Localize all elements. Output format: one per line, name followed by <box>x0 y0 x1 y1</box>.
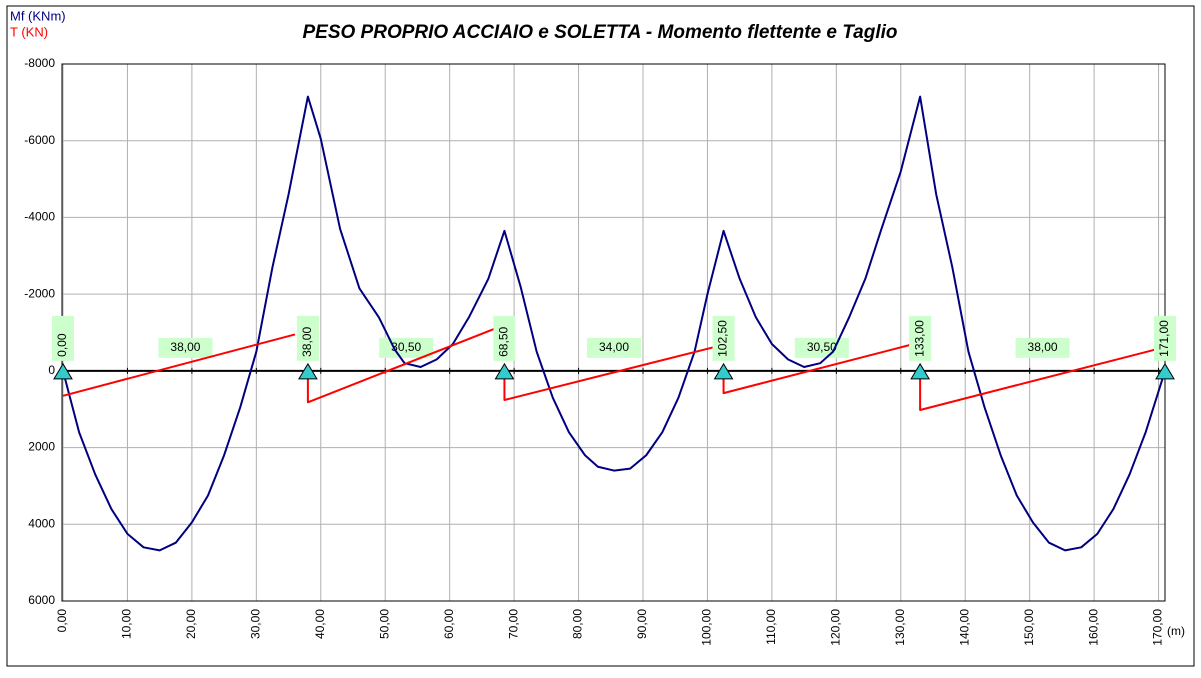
y-tick-label: 4000 <box>28 516 55 530</box>
x-tick-label: 30,00 <box>249 609 263 639</box>
span-label: 30,50 <box>391 340 421 354</box>
x-tick-label: 100,00 <box>700 609 714 646</box>
y-tick-label: -6000 <box>24 133 55 147</box>
x-tick-label: 20,00 <box>184 609 198 639</box>
support-label: 0,00 <box>55 333 69 357</box>
span-labels: 38,00 30,50 34,00 30,50 38,00 <box>158 337 1070 358</box>
series-line <box>62 327 1166 411</box>
support <box>298 362 318 380</box>
span-label-box <box>1015 337 1070 358</box>
support <box>494 362 515 380</box>
x-tick-label: 10,00 <box>120 609 134 639</box>
x-tick-label: 0,00 <box>55 609 69 633</box>
support-label-box <box>296 315 319 361</box>
span-label: 38,00 <box>1028 340 1058 354</box>
chart-title: PESO PROPRIO ACCIAIO e SOLETTA - Momento… <box>302 22 897 43</box>
span-label-box <box>158 337 213 358</box>
span-label-box <box>587 337 641 358</box>
x-tick-label: 160,00 <box>1086 609 1100 646</box>
x-tick-label: 80,00 <box>571 609 585 639</box>
span-label-box <box>794 337 849 358</box>
x-tick-label: 120,00 <box>829 609 843 646</box>
span-label: 38,00 <box>170 340 200 354</box>
span-label: 30,50 <box>807 340 837 354</box>
x-tick-label: 90,00 <box>635 609 649 639</box>
x-tick-label: 60,00 <box>442 609 456 639</box>
x-tick-label: 140,00 <box>957 609 971 646</box>
support-label-box <box>493 315 516 361</box>
legend-entry: Mf (KNm) <box>10 8 66 23</box>
x-tick-label: 40,00 <box>313 609 327 639</box>
support-label-box <box>712 315 735 361</box>
support <box>713 362 734 380</box>
x-tick-label: 70,00 <box>506 609 520 639</box>
chart-border <box>6 5 1195 667</box>
x-tick-label: 50,00 <box>377 609 391 639</box>
x-axis-label: (m) <box>1167 624 1185 638</box>
x-tick-label: 130,00 <box>893 609 907 646</box>
support <box>53 362 73 380</box>
x-tick-label: 110,00 <box>764 609 778 645</box>
support-label: 68,50 <box>497 327 511 357</box>
support-label-box <box>1154 315 1176 361</box>
support <box>1155 362 1175 380</box>
support-label: 133,00 <box>912 320 926 357</box>
legend-entry: T (KN) <box>10 24 48 39</box>
support-label-box <box>52 315 74 361</box>
y-tick-label: 2000 <box>28 440 55 454</box>
x-tick-label: 150,00 <box>1022 609 1036 646</box>
support-label: 102,50 <box>716 320 730 357</box>
y-tick-label: 6000 <box>28 593 55 607</box>
support-label: 38,00 <box>300 327 314 357</box>
support <box>910 362 930 380</box>
y-tick-label: 0 <box>48 363 55 377</box>
span-label-box <box>379 337 434 358</box>
y-tick-label: -4000 <box>24 210 55 224</box>
x-tick-label: 170,00 <box>1151 609 1165 646</box>
series-line <box>62 95 1166 552</box>
support-label: 171,00 <box>1157 320 1171 357</box>
span-label: 34,00 <box>599 340 629 354</box>
y-tick-label: -2000 <box>24 286 55 300</box>
support-label-box <box>909 315 932 361</box>
y-tick-label: -8000 <box>24 56 55 70</box>
